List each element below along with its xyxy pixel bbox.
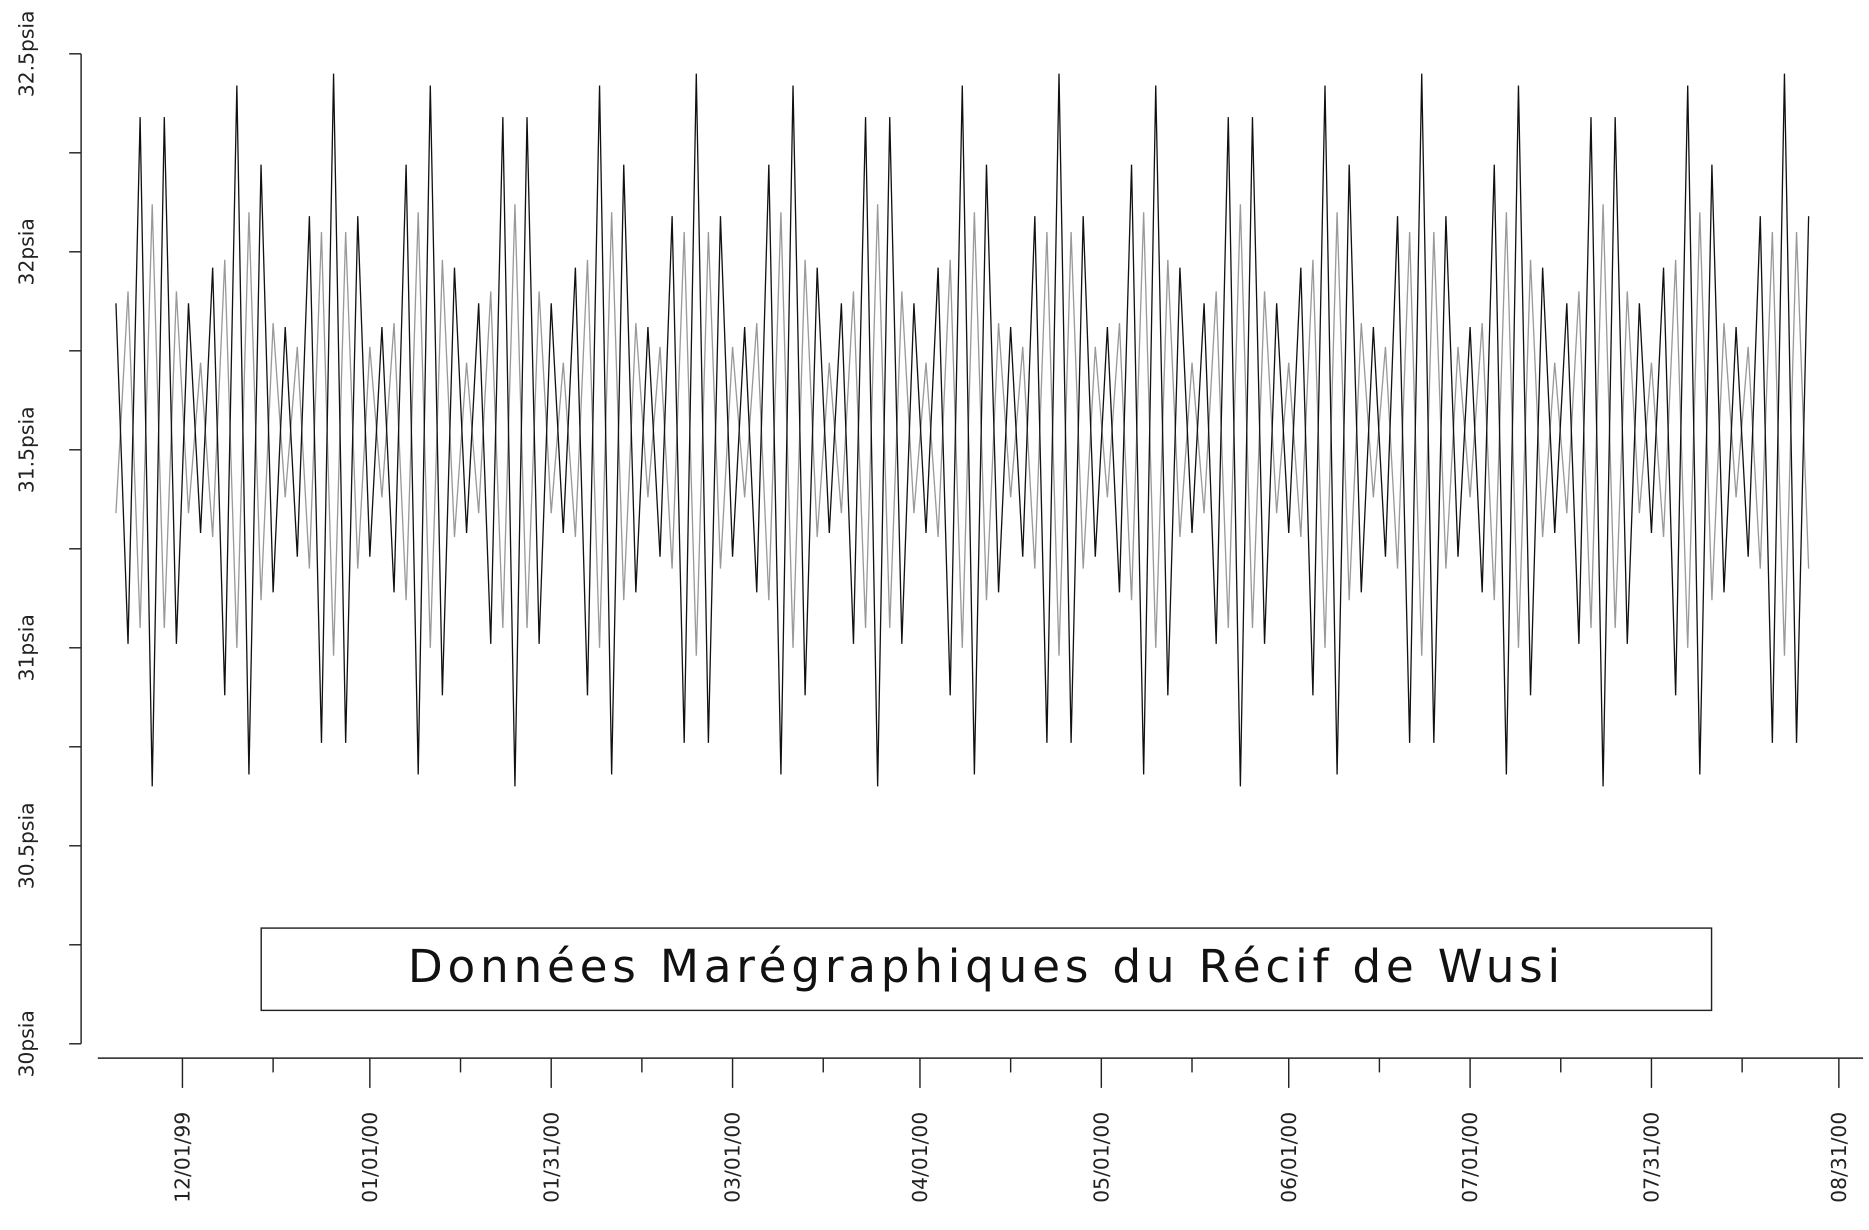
x-tick-label: 03/01/00 bbox=[721, 1112, 745, 1203]
axes: 30psia 30.5psia 31psia 31.5psia 32psia 32.5ps… bbox=[14, 11, 1864, 1203]
chart-title: Données Marégraphiques du Récif de Wusi bbox=[408, 940, 1565, 993]
x-tick-label: 08/31/00 bbox=[1827, 1112, 1851, 1203]
x-tick-label: 12/01/99 bbox=[171, 1112, 195, 1203]
x-tick-label: 05/01/00 bbox=[1089, 1112, 1113, 1203]
title-box bbox=[260, 927, 1713, 1012]
y-tick-label: 31psia bbox=[14, 614, 38, 681]
y-tick-label: 32psia bbox=[14, 218, 38, 285]
y-tick-label: 30psia bbox=[14, 1010, 38, 1077]
x-tick-label: 07/01/00 bbox=[1458, 1112, 1482, 1203]
x-tick-label: 01/01/00 bbox=[358, 1112, 382, 1203]
x-tick-label: 06/01/00 bbox=[1277, 1112, 1301, 1203]
x-tick-label: 01/31/00 bbox=[539, 1112, 563, 1203]
y-tick-label: 30.5psia bbox=[14, 802, 38, 889]
x-tick-label: 07/31/00 bbox=[1640, 1112, 1664, 1203]
y-tick-label: 31.5psia bbox=[14, 407, 38, 494]
x-tick-label: 04/01/00 bbox=[908, 1112, 932, 1203]
y-tick-label: 32.5psia bbox=[14, 11, 38, 98]
tide-line bbox=[115, 204, 1810, 656]
plot-area bbox=[115, 73, 1810, 787]
tide-line bbox=[115, 73, 1810, 787]
